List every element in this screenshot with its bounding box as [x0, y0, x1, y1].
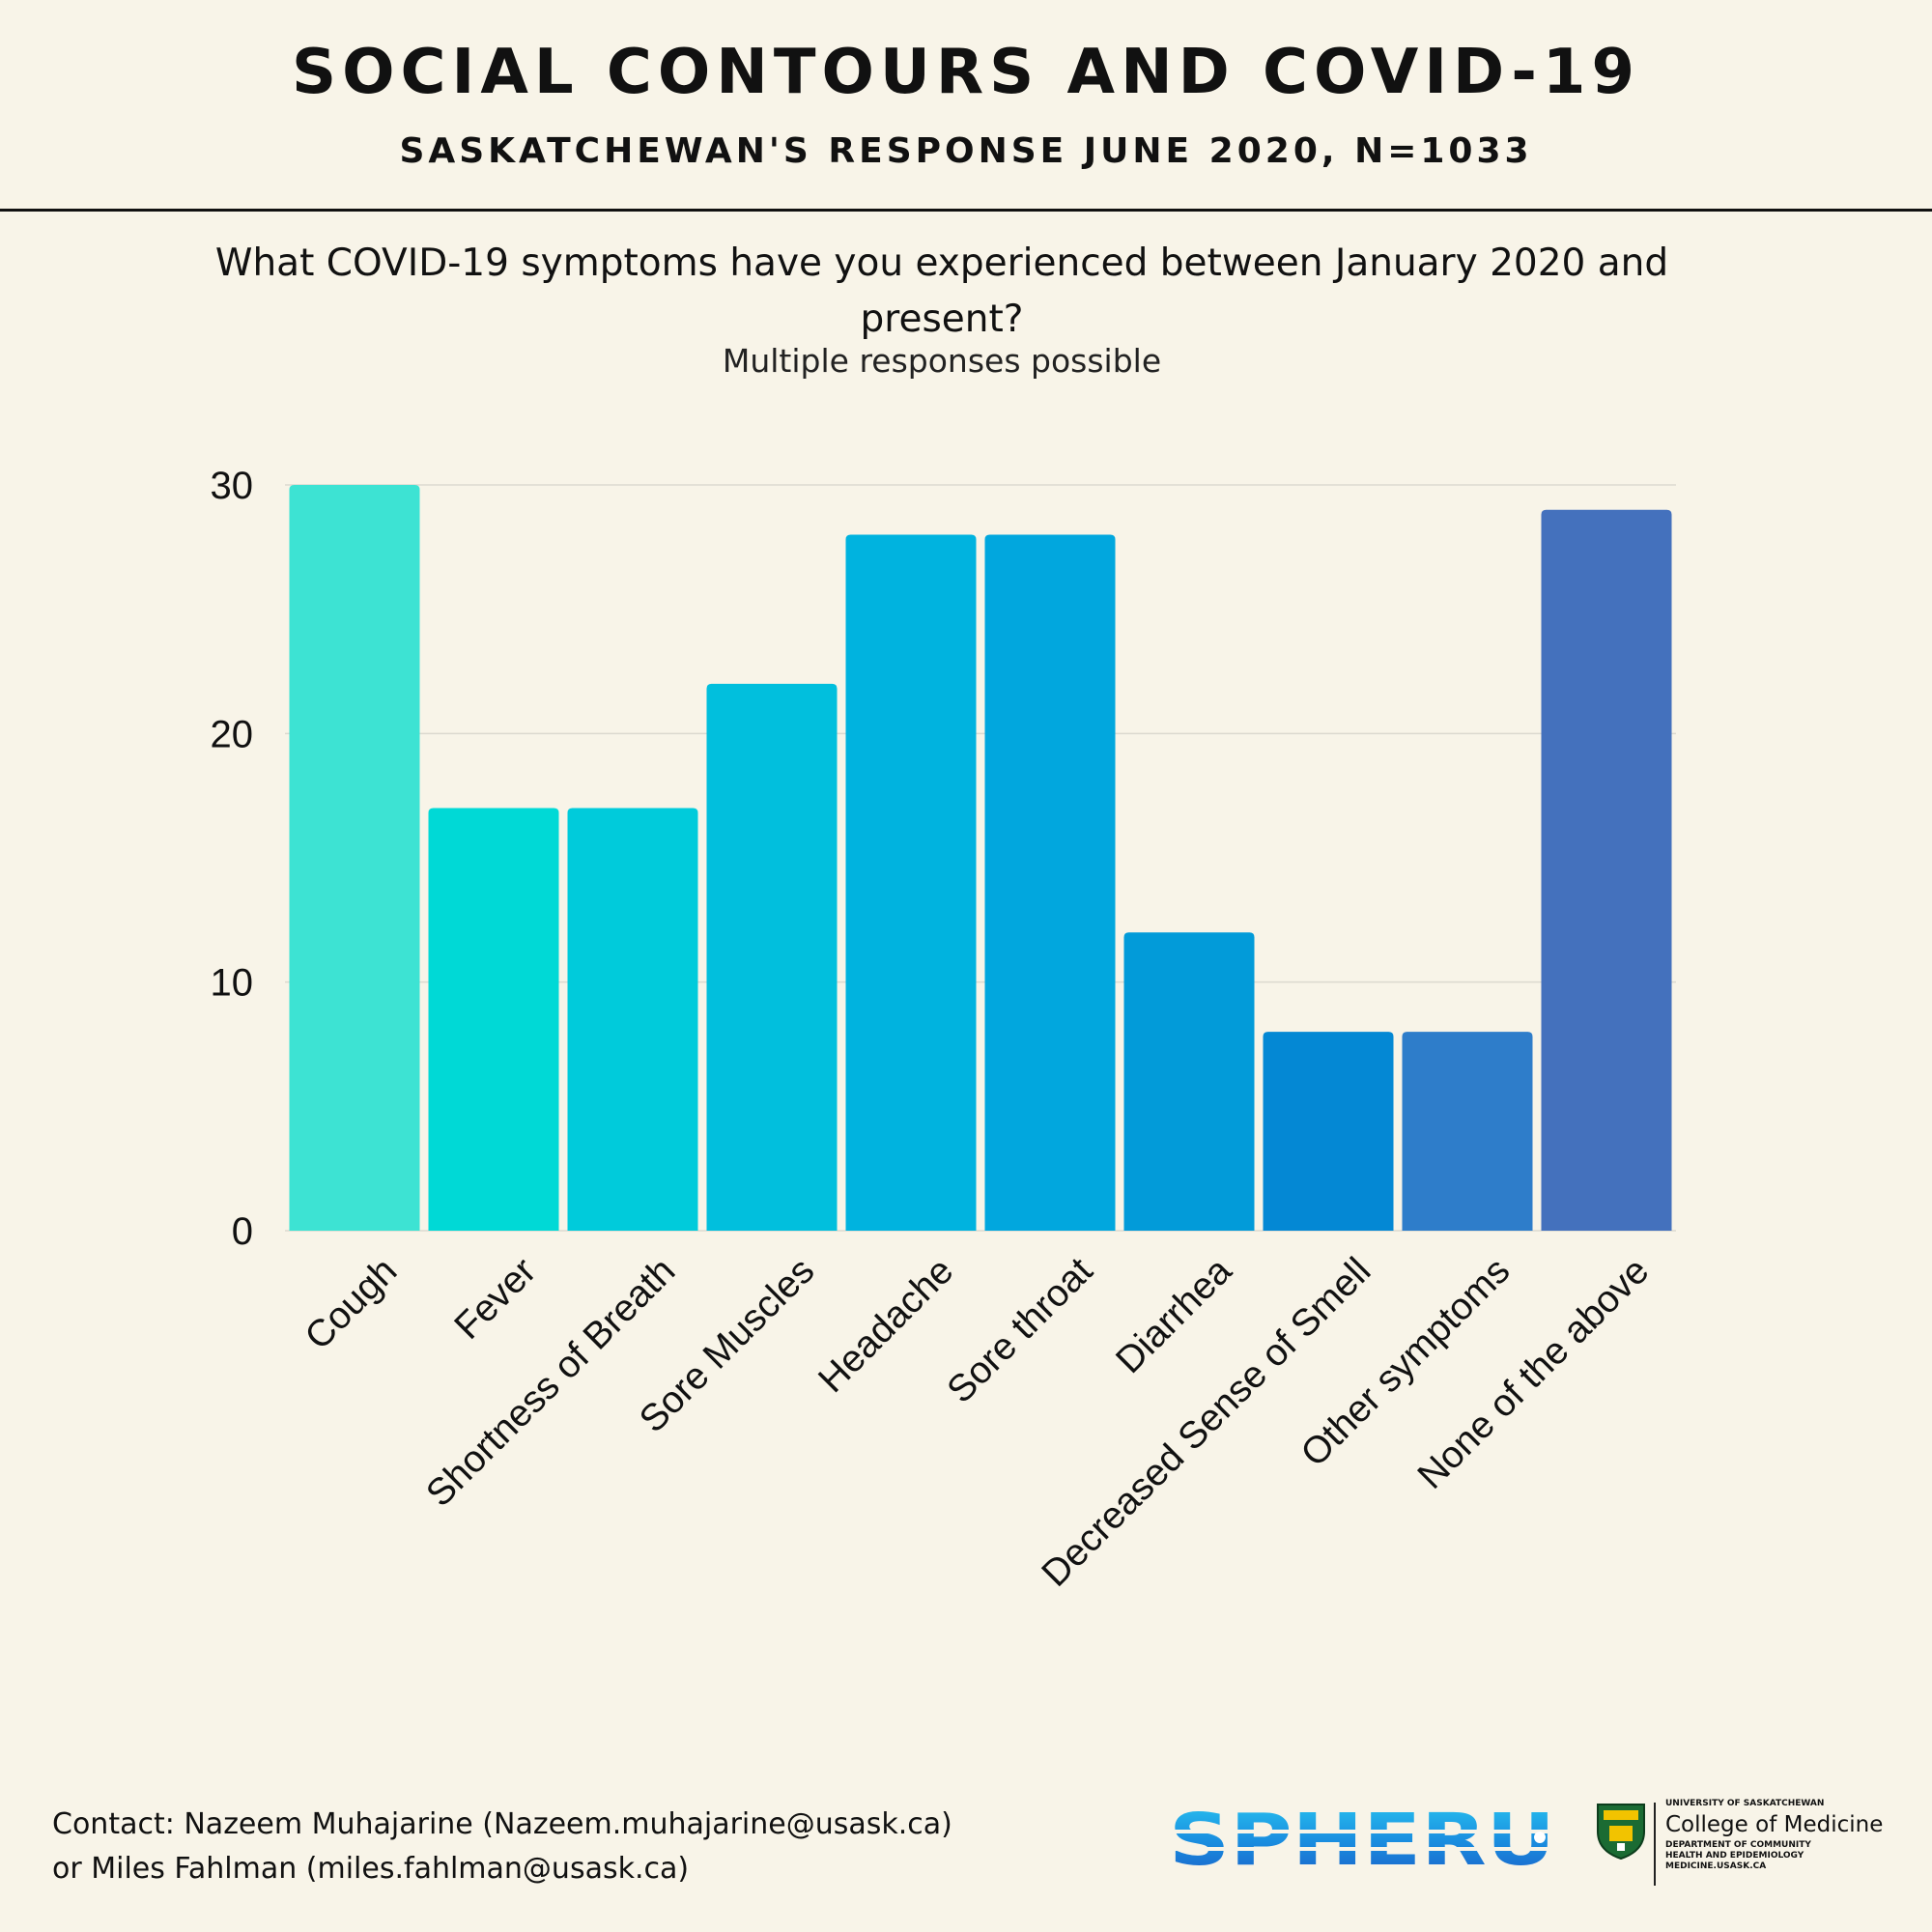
header-divider	[0, 209, 1932, 212]
y-tick-label: 30	[211, 465, 254, 507]
spheru-star-icon	[1534, 1832, 1546, 1843]
bar-none-of-the-above	[1541, 509, 1672, 1231]
x-tick-label: Cough	[298, 1250, 406, 1358]
contact-line-1: Contact: Nazeem Muhajarine (Nazeem.muhaj…	[52, 1807, 952, 1841]
bar-cough	[289, 485, 420, 1231]
bar-shortness-of-breath	[567, 808, 698, 1231]
bar-diarrhea	[1123, 932, 1255, 1231]
spheru-stripe-1	[1169, 1830, 1569, 1833]
x-tick-label: Shortness of Breath	[418, 1250, 683, 1515]
chart-question: What COVID-19 symptoms have you experien…	[193, 236, 1690, 348]
y-tick-label: 20	[211, 713, 254, 755]
spheru-logo: SPHERU	[1169, 1808, 1569, 1872]
contact-line-2: or Miles Fahlman (miles.fahlman@usask.ca…	[52, 1852, 690, 1886]
usask-college: College of Medicine	[1665, 1812, 1884, 1837]
spheru-logo-text: SPHERU	[1169, 1808, 1555, 1872]
usask-text-block: UNIVERSITY OF SASKATCHEWAN College of Me…	[1665, 1799, 1888, 1872]
question-line-1: What COVID-19 symptoms have you experien…	[214, 242, 1669, 285]
usask-university: UNIVERSITY OF SASKATCHEWAN	[1665, 1799, 1825, 1808]
usask-department-2: HEALTH AND EPIDEMIOLOGY	[1665, 1851, 1804, 1861]
page-subtitle: SASKATCHEWAN'S RESPONSE JUNE 2020, N=103…	[399, 131, 1533, 171]
bar-fever	[428, 808, 559, 1231]
bar-headache	[845, 534, 977, 1231]
usask-logo: UNIVERSITY OF SASKATCHEWAN College of Me…	[1596, 1799, 1886, 1889]
x-tick-label: Headache	[810, 1250, 961, 1401]
x-tick-label: Fever	[446, 1250, 544, 1348]
y-tick-label: 10	[211, 962, 254, 1005]
question-line-2: present?	[860, 298, 1024, 341]
bar-sore-muscles	[706, 683, 838, 1231]
usask-website: MEDICINE.USASK.CA	[1665, 1861, 1767, 1871]
usask-department-1: DEPARTMENT OF COMMUNITY	[1665, 1840, 1811, 1850]
chart-y-ticks: 0 10 20 30	[211, 465, 254, 1253]
bar-decreased-sense-of-smell	[1263, 1032, 1394, 1231]
contact-info: Contact: Nazeem Muhajarine (Nazeem.muhaj…	[52, 1803, 952, 1891]
chart-bars	[289, 485, 1672, 1231]
bar-sore-throat	[984, 534, 1116, 1231]
bar-other-symptoms	[1402, 1032, 1533, 1231]
x-tick-label: Diarrhea	[1108, 1250, 1239, 1381]
usask-separator	[1654, 1803, 1656, 1886]
y-tick-label: 0	[232, 1210, 253, 1253]
chart-note: Multiple responses possible	[722, 342, 1162, 380]
page-title: SOCIAL CONTOURS AND COVID-19	[292, 37, 1640, 108]
x-tick-label: Sore throat	[940, 1250, 1101, 1411]
usask-shield-icon	[1597, 1804, 1645, 1861]
spheru-stripe-2	[1169, 1847, 1569, 1851]
x-tick-label: None of the above	[1410, 1250, 1658, 1497]
